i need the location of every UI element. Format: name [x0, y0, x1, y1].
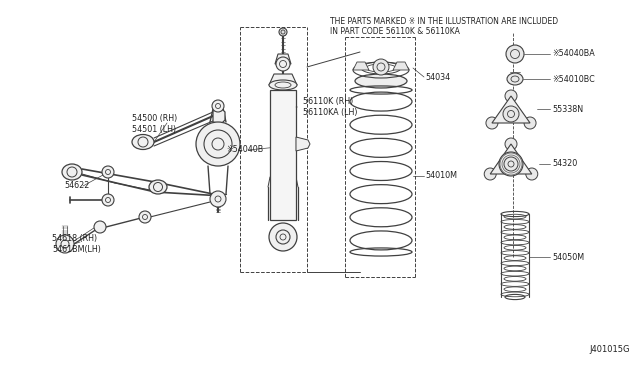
Circle shape	[506, 45, 524, 63]
Polygon shape	[275, 54, 291, 64]
Ellipse shape	[511, 76, 519, 82]
Circle shape	[373, 59, 389, 75]
Circle shape	[139, 211, 151, 223]
Ellipse shape	[507, 73, 523, 85]
Circle shape	[499, 152, 523, 176]
Circle shape	[94, 221, 106, 233]
Polygon shape	[296, 137, 310, 151]
Circle shape	[276, 230, 290, 244]
Circle shape	[196, 122, 240, 166]
Circle shape	[526, 168, 538, 180]
Polygon shape	[490, 144, 532, 174]
Ellipse shape	[355, 74, 407, 88]
Polygon shape	[353, 62, 369, 70]
Text: 54034: 54034	[425, 73, 450, 81]
Ellipse shape	[132, 135, 154, 150]
Circle shape	[524, 117, 536, 129]
Text: ※54040B: ※54040B	[226, 145, 263, 154]
Text: 54618 (RH)
5461BM(LH): 54618 (RH) 5461BM(LH)	[52, 234, 101, 254]
Polygon shape	[213, 108, 225, 124]
Text: 54500 (RH)
54501 (LH): 54500 (RH) 54501 (LH)	[132, 114, 177, 134]
Ellipse shape	[62, 164, 82, 180]
Text: 56110K (RH)
56110KA (LH): 56110K (RH) 56110KA (LH)	[296, 97, 358, 117]
Polygon shape	[269, 74, 297, 85]
Text: J401015G: J401015G	[589, 345, 630, 354]
Text: 55338N: 55338N	[552, 105, 583, 113]
Text: ※54010BC: ※54010BC	[552, 74, 595, 83]
Polygon shape	[270, 90, 296, 220]
Circle shape	[269, 223, 297, 251]
Text: ※54040BA: ※54040BA	[552, 49, 595, 58]
Text: THE PARTS MARKED ※ IN THE ILLUSTRATION ARE INCLUDED
IN PART CODE 56110K & 56110K: THE PARTS MARKED ※ IN THE ILLUSTRATION A…	[330, 17, 558, 36]
Circle shape	[56, 235, 74, 253]
Circle shape	[102, 166, 114, 178]
Circle shape	[212, 100, 224, 112]
Ellipse shape	[149, 180, 167, 194]
Polygon shape	[492, 96, 530, 123]
Circle shape	[276, 57, 290, 71]
Circle shape	[279, 28, 287, 36]
Text: 54010M: 54010M	[425, 171, 457, 180]
Ellipse shape	[269, 80, 297, 90]
Circle shape	[505, 90, 517, 102]
Polygon shape	[393, 62, 409, 70]
Circle shape	[484, 168, 496, 180]
Circle shape	[505, 138, 517, 150]
Circle shape	[503, 106, 519, 122]
Circle shape	[210, 191, 226, 207]
Text: 54622: 54622	[64, 182, 90, 190]
Circle shape	[504, 157, 518, 171]
Text: 54050M: 54050M	[552, 253, 584, 262]
Circle shape	[102, 194, 114, 206]
Circle shape	[486, 117, 498, 129]
Text: 54320: 54320	[552, 160, 577, 169]
